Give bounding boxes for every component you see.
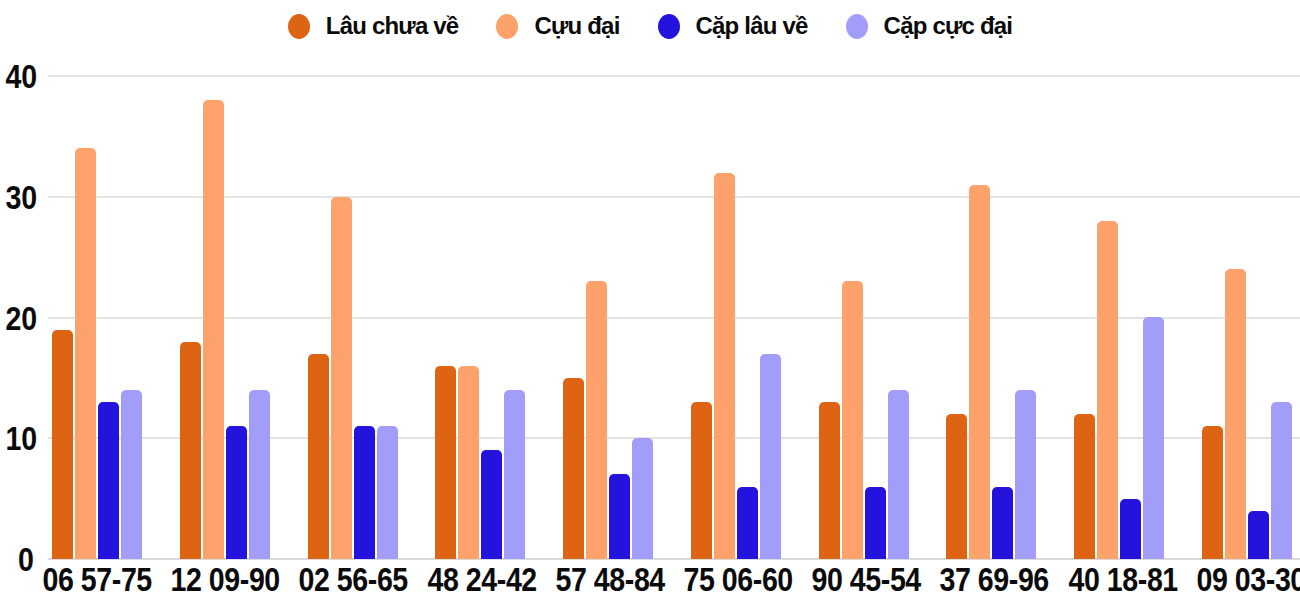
bar-s1-c7 <box>969 185 990 559</box>
bar-s1-c0 <box>75 148 96 559</box>
bar-s1-c3 <box>458 366 479 559</box>
bar-s3-c4 <box>632 438 653 559</box>
x-axis-cell-1: 12 09-90 <box>180 562 270 596</box>
x-axis-cell-7: 37 69-96 <box>950 562 1040 596</box>
bar-s2-c9 <box>1248 511 1269 559</box>
x-axis-category-label: 06 57-75 <box>42 562 151 596</box>
legend-swatch-icon <box>496 14 518 39</box>
x-axis-category-label: 75 06-60 <box>683 562 792 596</box>
plot-area <box>48 76 1292 559</box>
legend-item-1: Cựu đại <box>496 12 619 40</box>
bar-group-6 <box>819 76 909 559</box>
bar-s1-c4 <box>586 281 607 559</box>
bar-s1-c1 <box>203 100 224 559</box>
bar-s2-c2 <box>354 426 375 559</box>
bar-s3-c9 <box>1271 402 1292 559</box>
bar-s3-c0 <box>121 390 142 559</box>
bar-s2-c5 <box>737 487 758 559</box>
bar-s2-c1 <box>226 426 247 559</box>
y-axis-tick-label: 20 <box>5 300 34 336</box>
bar-s0-c1 <box>180 342 201 559</box>
legend-item-3: Cặp cực đại <box>846 12 1013 40</box>
bar-s3-c5 <box>760 354 781 559</box>
bar-chart: Lâu chưa vềCựu đạiCặp lâu vềCặp cực đại … <box>0 0 1300 600</box>
x-axis-cell-3: 48 24-42 <box>437 562 527 596</box>
bar-s0-c2 <box>308 354 329 559</box>
bar-group-8 <box>1074 76 1164 559</box>
bar-groups <box>48 76 1292 559</box>
legend-label: Cặp lâu về <box>696 12 808 40</box>
bar-s2-c3 <box>481 450 502 559</box>
x-axis-labels: 06 57-75 12 09-90 02 56-65 48 24-42 57 48-84… <box>48 562 1296 596</box>
x-axis-cell-5: 75 06-60 <box>693 562 783 596</box>
bar-s3-c1 <box>249 390 270 559</box>
x-axis-cell-6: 90 45-54 <box>821 562 911 596</box>
bar-s0-c4 <box>563 378 584 559</box>
x-axis-category-label: 40 18-81 <box>1068 562 1177 596</box>
bar-s1-c5 <box>714 173 735 559</box>
y-axis-tick-label: 40 <box>5 58 34 94</box>
x-axis-category-label: 02 56-65 <box>299 562 408 596</box>
x-axis-cell-4: 57 48-84 <box>565 562 655 596</box>
legend-label: Lâu chưa về <box>326 12 459 40</box>
bar-s2-c4 <box>609 474 630 559</box>
bar-s3-c3 <box>504 390 525 559</box>
bar-group-0 <box>52 76 142 559</box>
bar-s0-c7 <box>946 414 967 559</box>
legend-label: Cựu đại <box>534 12 619 40</box>
bar-group-7 <box>946 76 1036 559</box>
legend-item-2: Cặp lâu về <box>658 12 808 40</box>
legend-swatch-icon <box>288 14 310 39</box>
x-axis-category-label: 48 24-42 <box>427 562 536 596</box>
legend-swatch-icon <box>658 14 680 39</box>
bar-s0-c5 <box>691 402 712 559</box>
bar-group-9 <box>1202 76 1292 559</box>
bar-group-3 <box>435 76 525 559</box>
y-axis-tick-label: 30 <box>5 179 34 215</box>
bar-s0-c6 <box>819 402 840 559</box>
bar-s2-c8 <box>1120 499 1141 559</box>
x-axis-category-label: 37 69-96 <box>940 562 1049 596</box>
bar-s1-c2 <box>331 197 352 559</box>
x-axis-cell-2: 02 56-65 <box>308 562 398 596</box>
bar-s2-c0 <box>98 402 119 559</box>
bar-s0-c0 <box>52 330 73 559</box>
bar-s0-c8 <box>1074 414 1095 559</box>
bar-s3-c2 <box>377 426 398 559</box>
y-axis-tick-label: 10 <box>5 420 34 456</box>
bar-s2-c6 <box>865 487 886 559</box>
x-axis-category-label: 12 09-90 <box>171 562 280 596</box>
x-axis-category-label: 90 45-54 <box>812 562 921 596</box>
bar-s1-c6 <box>842 281 863 559</box>
x-axis-cell-8: 40 18-81 <box>1078 562 1168 596</box>
bar-group-2 <box>308 76 398 559</box>
bar-s3-c6 <box>888 390 909 559</box>
bar-s2-c7 <box>992 487 1013 559</box>
bar-group-5 <box>691 76 781 559</box>
x-axis-cell-9: 09 03-30 <box>1206 562 1296 596</box>
bar-group-1 <box>180 76 270 559</box>
bar-s1-c8 <box>1097 221 1118 559</box>
legend-swatch-icon <box>846 14 868 39</box>
x-axis-category-label: 57 48-84 <box>555 562 664 596</box>
y-axis-tick-label: 0 <box>5 541 34 577</box>
bar-s0-c9 <box>1202 426 1223 559</box>
bar-group-4 <box>563 76 653 559</box>
x-axis-category-label: 09 03-30 <box>1196 562 1300 596</box>
bar-s1-c9 <box>1225 269 1246 559</box>
bar-s3-c7 <box>1015 390 1036 559</box>
bar-s0-c3 <box>435 366 456 559</box>
bar-s3-c8 <box>1143 317 1164 559</box>
chart-legend: Lâu chưa về Cựu đại Cặp lâu về Cặp cực đại <box>0 6 1300 46</box>
x-axis-cell-0: 06 57-75 <box>52 562 142 596</box>
legend-item-0: Lâu chưa về <box>288 12 459 40</box>
legend-label: Cặp cực đại <box>884 12 1013 40</box>
